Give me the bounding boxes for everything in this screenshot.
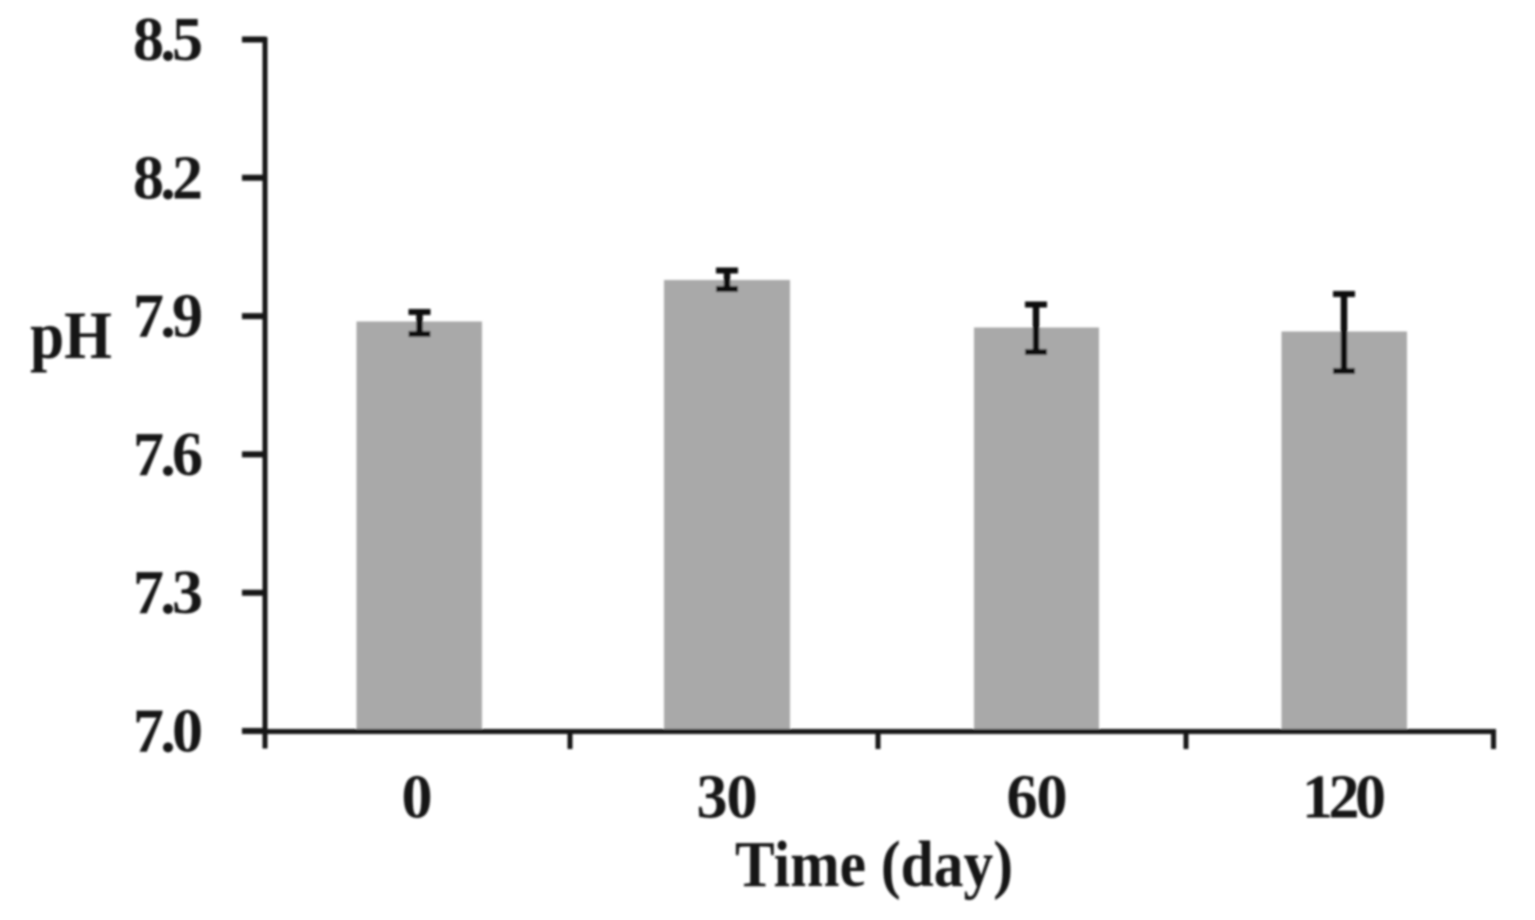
svg-text:60: 60 [1007, 764, 1068, 832]
svg-text:30: 30 [697, 764, 758, 832]
svg-text:pH: pH [30, 297, 112, 373]
svg-text:120: 120 [1302, 764, 1386, 832]
svg-text:8.5: 8.5 [133, 6, 203, 74]
svg-text:8.2: 8.2 [133, 144, 203, 212]
svg-text:7.3: 7.3 [133, 559, 203, 627]
svg-text:7.0: 7.0 [133, 698, 203, 766]
svg-text:7.6: 7.6 [133, 421, 203, 489]
svg-text:7.9: 7.9 [133, 283, 203, 351]
svg-text:0: 0 [402, 764, 433, 832]
svg-text:Time (day): Time (day) [735, 828, 1013, 901]
